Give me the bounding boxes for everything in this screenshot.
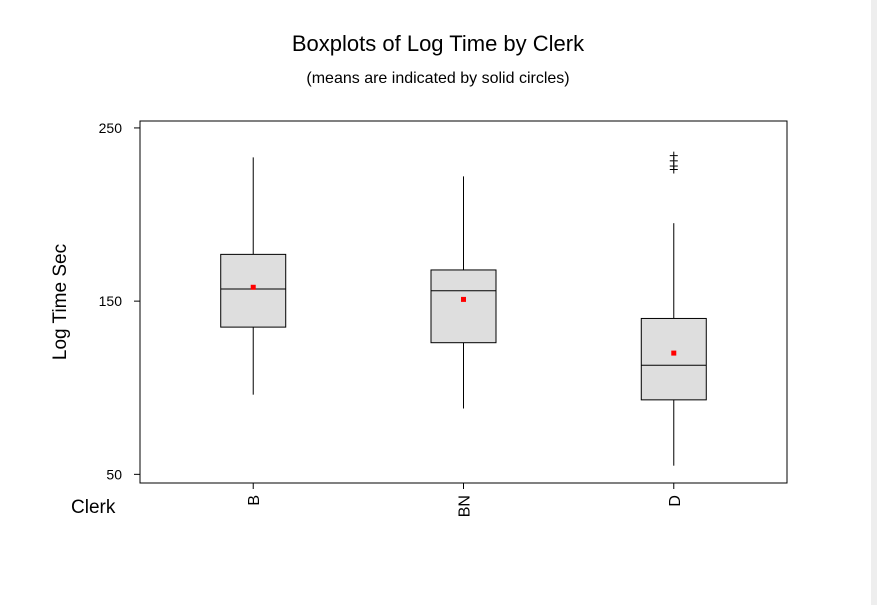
outlier-marker [669, 165, 678, 174]
mean-marker [461, 296, 466, 302]
x-axis-label: Clerk [71, 497, 116, 518]
x-tick-label: B [246, 495, 263, 506]
window-edge [871, 0, 877, 605]
chart-title: Boxplots of Log Time by Clerk [292, 31, 585, 56]
boxplot-series: B BN D [220, 151, 707, 517]
iqr-box [640, 317, 707, 401]
y-axis-label: Log Time Sec [50, 244, 71, 360]
mean-marker [250, 284, 256, 290]
y-axis-ticks: 50 150 250 [99, 120, 140, 482]
y-tick-label: 50 [106, 466, 122, 482]
x-tick-label: BN [457, 495, 474, 517]
box-BN: BN [430, 176, 497, 517]
y-tick-label: 250 [99, 120, 123, 136]
x-tick-label: D [667, 495, 684, 507]
mean-marker [671, 350, 677, 356]
iqr-box [430, 269, 497, 344]
y-tick-label: 150 [99, 293, 123, 309]
box-D: D [640, 151, 707, 507]
iqr-box [220, 253, 287, 328]
box-B: B [220, 157, 287, 506]
chart-subtitle: (means are indicated by solid circles) [306, 70, 569, 87]
